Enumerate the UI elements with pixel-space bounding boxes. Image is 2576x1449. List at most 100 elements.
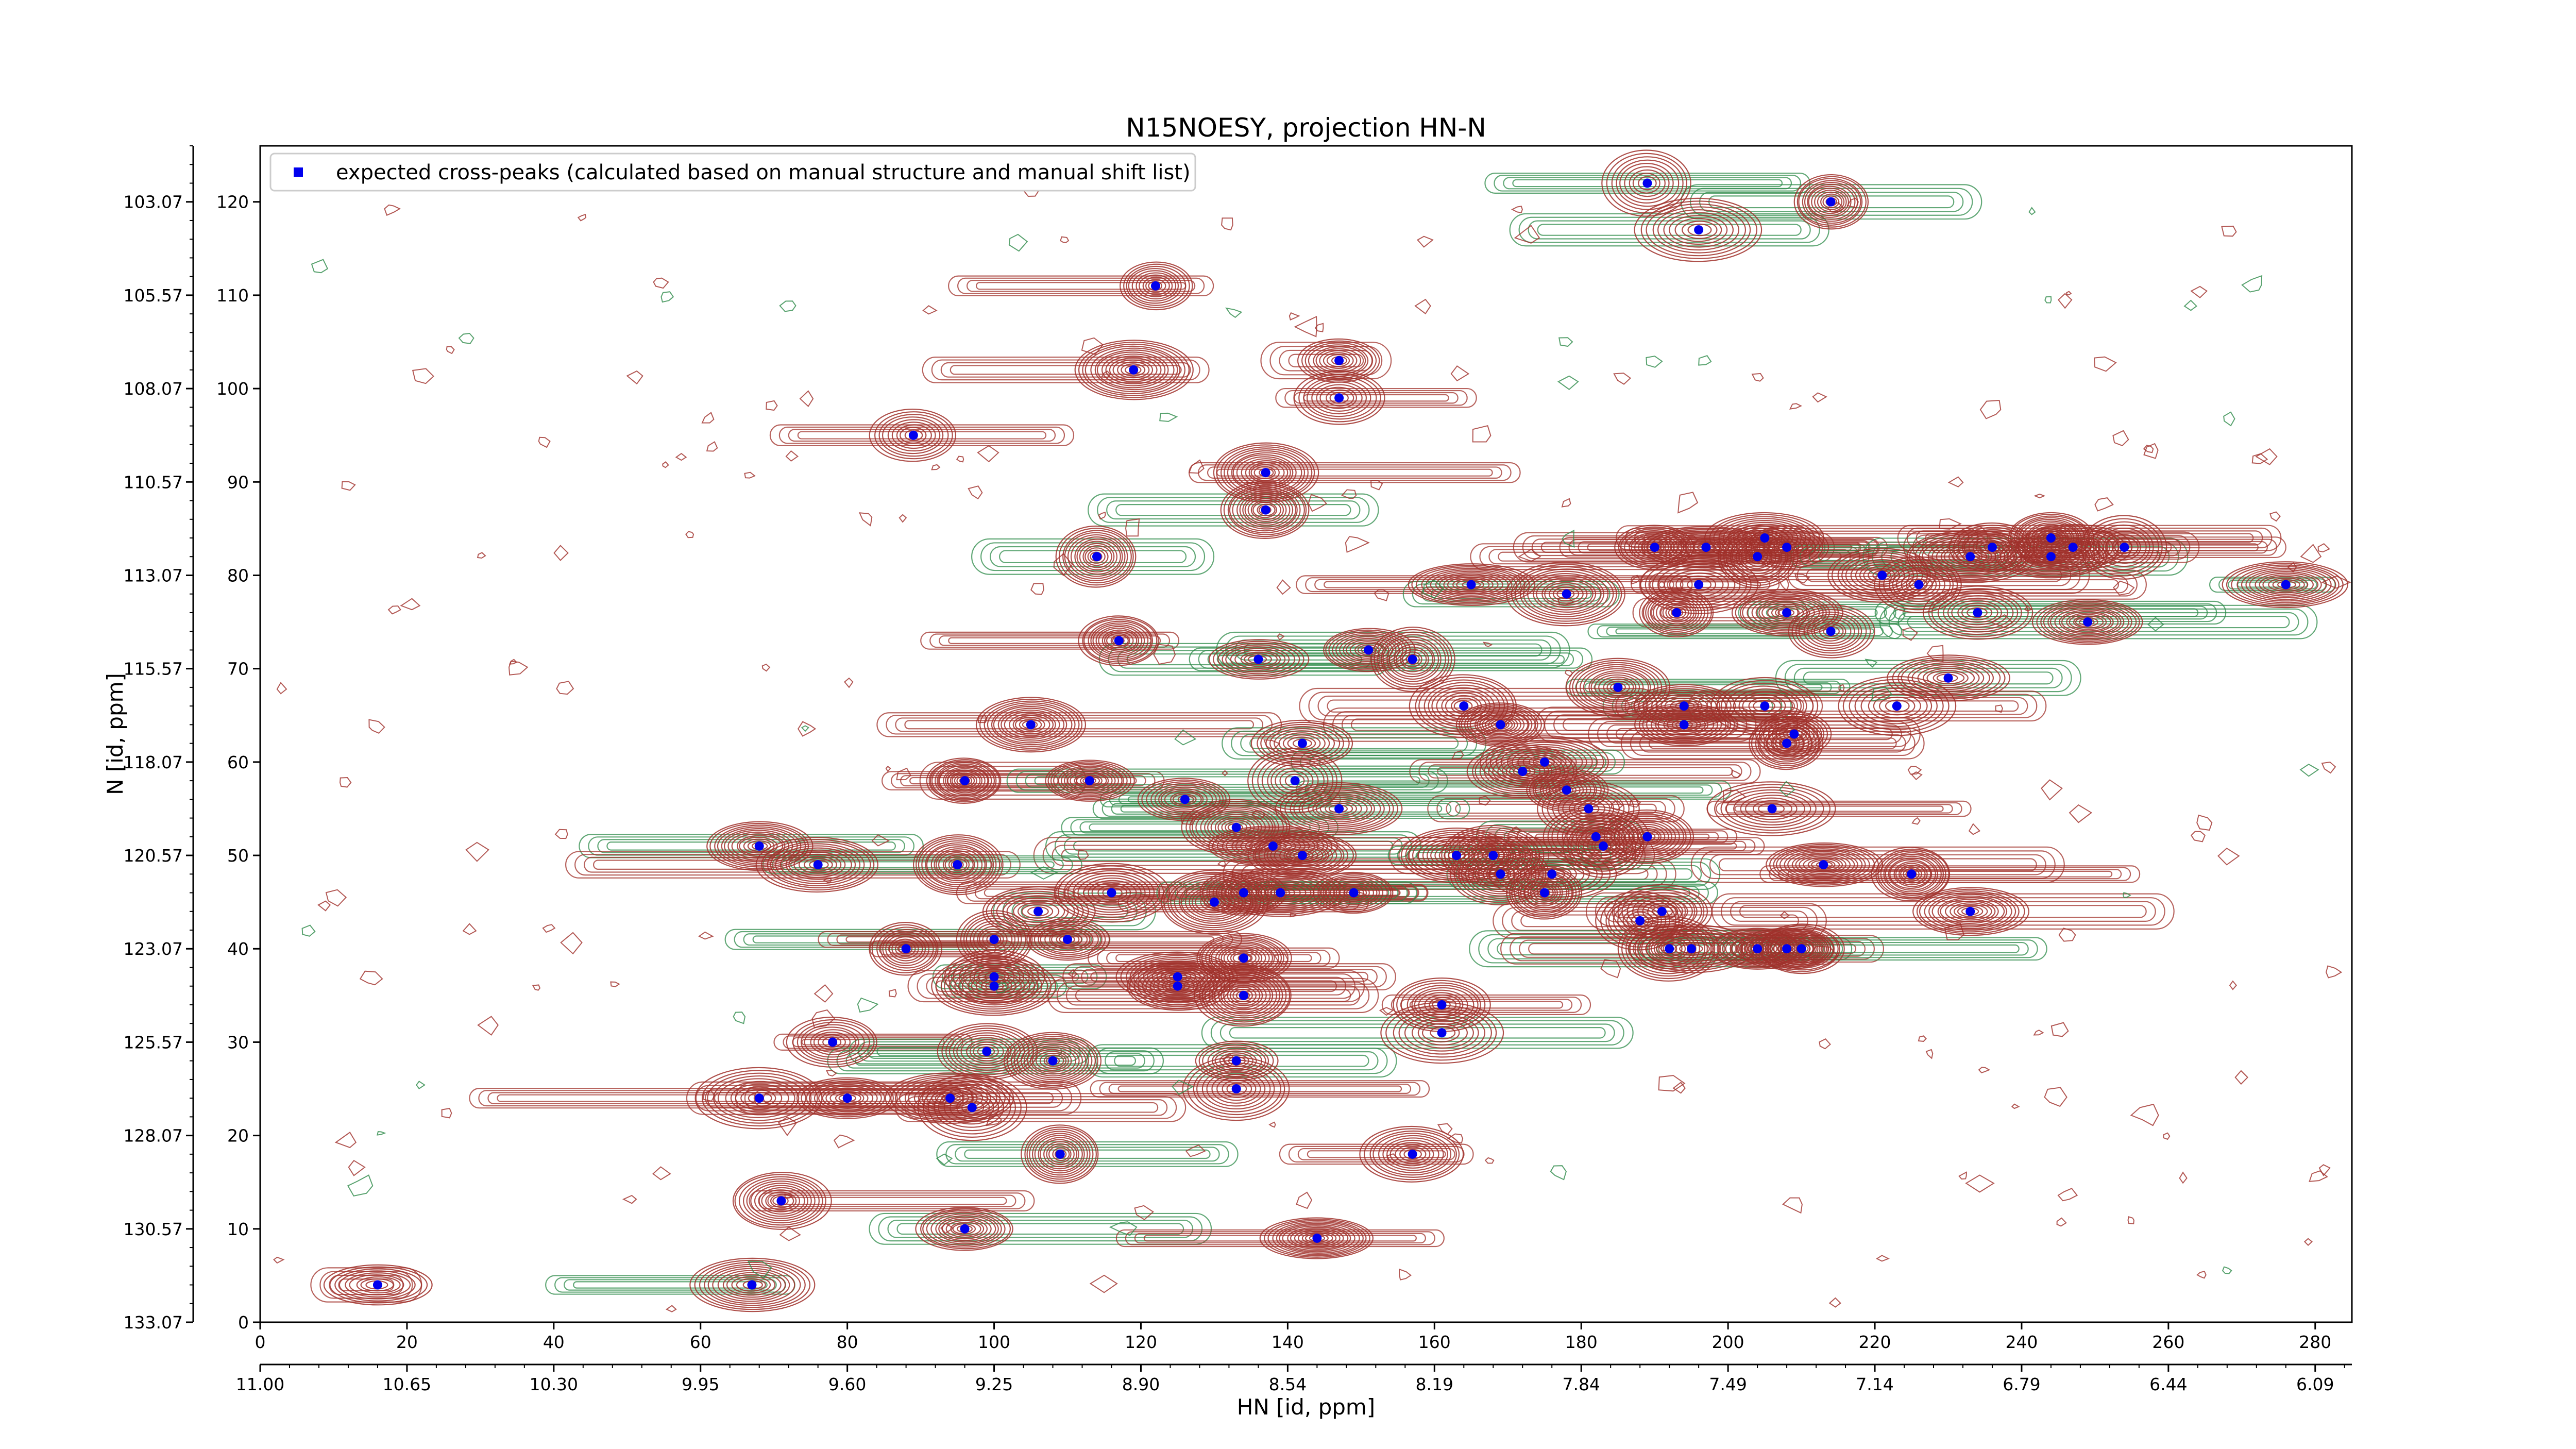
noise-contour [1482,642,1493,647]
contour-level [956,1097,990,1118]
noise-contour [706,441,718,452]
contour-level [1229,486,1301,533]
contour-level [1408,832,1504,879]
contour-level [1386,1139,1439,1169]
contour-level [1647,593,1705,632]
noise-contour [2057,1188,2078,1202]
contour-level [1248,462,1285,483]
x-index-tick-label: 100 [978,1332,1010,1352]
contour-level [2046,536,2100,559]
contour-level [1047,761,1131,801]
noise-contour [1100,370,1111,378]
contour-streak [1648,737,1897,749]
cross-peak-point [1591,832,1601,841]
cross-peak-point [776,1196,786,1206]
contour-level [1652,597,1699,628]
noise-contour [1296,1191,1313,1209]
contour-level [1315,799,1362,819]
contour-streak [2008,536,2286,559]
noise-contour [823,878,833,883]
contour-level [1395,1144,1431,1164]
contour-level [926,757,1002,804]
contour-level [890,1074,1010,1122]
contour-level [1303,376,1377,420]
noise-contour [384,204,401,216]
cross-peak-point [1150,281,1160,291]
contour-level [2272,579,2300,591]
contour-level [1775,847,1870,883]
contour-level [731,1276,771,1294]
contour-level [1527,573,1604,615]
y-index-tick-label: 20 [227,1126,249,1146]
contour-level [717,1078,800,1118]
noise-contour [811,1009,836,1029]
contour-level [1620,528,1687,566]
contour-level [2066,612,2111,632]
contour-level [1631,828,1662,846]
contour-level [982,931,1004,948]
contour-level [1290,787,1391,830]
contour-level [723,830,793,863]
contour-level [1927,538,2014,575]
contour-level [1036,1051,1069,1071]
contour-level [1950,902,1992,921]
noise-contour [1222,1053,1236,1068]
contour-streak [1803,671,2054,685]
contour-level [1205,938,1282,979]
contour-level [717,1270,786,1300]
contour-streak [1518,216,1820,243]
noise-contour [662,461,669,468]
noise-contour [2058,928,2076,942]
noise-contour [1965,1174,1995,1193]
cross-peak-point [1753,552,1762,562]
cross-peak-point [1539,888,1549,898]
noise-contour [956,456,964,463]
noise-contour [2229,980,2238,990]
contour-level [1227,984,1261,1006]
noise-contour [1918,1035,1927,1042]
contour-level [1887,654,2010,702]
contour-level [1720,786,1824,831]
contour-level [1206,1071,1266,1107]
cross-peak-point [1694,225,1704,235]
contour-streak [827,1047,1164,1074]
noise-contour [458,332,474,344]
contour-level [775,845,861,884]
contour-level [1320,875,1388,911]
contour-level [1737,928,1834,970]
cross-peak-point [1408,654,1417,664]
contour-level [1227,484,1305,535]
contour-level [1958,527,2029,568]
contour-level [1529,755,1562,769]
contour-level [1411,987,1475,1023]
noise-contour [273,1256,285,1264]
contour-level [1033,922,1103,957]
contour-level [1045,760,1135,802]
contour-level [796,1077,898,1119]
noise-contour [1911,817,1921,825]
contour-level [1931,895,2008,928]
noise-contour [359,970,383,986]
contour-level [2241,567,2332,602]
legend: expected cross-peaks (calculated based o… [269,153,1196,192]
noise-contour [2147,616,2164,632]
contour-streak [940,362,1191,378]
contour-level [2043,603,2132,641]
contour-level [1757,722,1817,765]
contour-level [1430,570,1513,599]
contour-level [1761,602,1810,624]
contour-level [1027,1045,1080,1077]
contour-level [1860,687,1933,724]
contour-streak [867,1044,1072,1059]
contour-level [1447,577,1494,593]
contour-level [1740,941,1773,956]
noise-contour [462,923,477,935]
contour-level [1469,710,1530,740]
noise-contour [1827,202,1845,213]
contour-level [1629,532,1683,563]
contour-level [2069,614,2107,630]
noise-contour [986,1115,1003,1126]
contour-level [1012,715,1050,735]
contour-level [1611,156,1684,210]
noise-contour [377,1131,386,1136]
